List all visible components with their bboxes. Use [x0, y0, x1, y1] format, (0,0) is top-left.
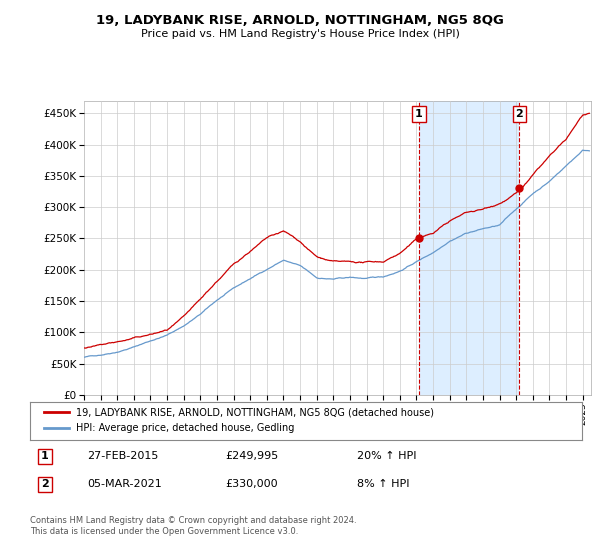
- Text: 27-FEB-2015: 27-FEB-2015: [87, 451, 158, 461]
- Text: Price paid vs. HM Land Registry's House Price Index (HPI): Price paid vs. HM Land Registry's House …: [140, 29, 460, 39]
- Text: 2: 2: [41, 479, 49, 489]
- Text: 1: 1: [415, 109, 423, 119]
- Text: Contains HM Land Registry data © Crown copyright and database right 2024.
This d: Contains HM Land Registry data © Crown c…: [30, 516, 356, 536]
- Text: 1: 1: [41, 451, 49, 461]
- Text: 05-MAR-2021: 05-MAR-2021: [87, 479, 162, 489]
- Text: 2: 2: [515, 109, 523, 119]
- Text: 19, LADYBANK RISE, ARNOLD, NOTTINGHAM, NG5 8QG: 19, LADYBANK RISE, ARNOLD, NOTTINGHAM, N…: [96, 14, 504, 27]
- Text: £330,000: £330,000: [225, 479, 278, 489]
- Legend: 19, LADYBANK RISE, ARNOLD, NOTTINGHAM, NG5 8QG (detached house), HPI: Average pr: 19, LADYBANK RISE, ARNOLD, NOTTINGHAM, N…: [40, 404, 438, 437]
- Text: 8% ↑ HPI: 8% ↑ HPI: [357, 479, 409, 489]
- Text: 20% ↑ HPI: 20% ↑ HPI: [357, 451, 416, 461]
- Text: £249,995: £249,995: [225, 451, 278, 461]
- Bar: [419, 101, 519, 395]
